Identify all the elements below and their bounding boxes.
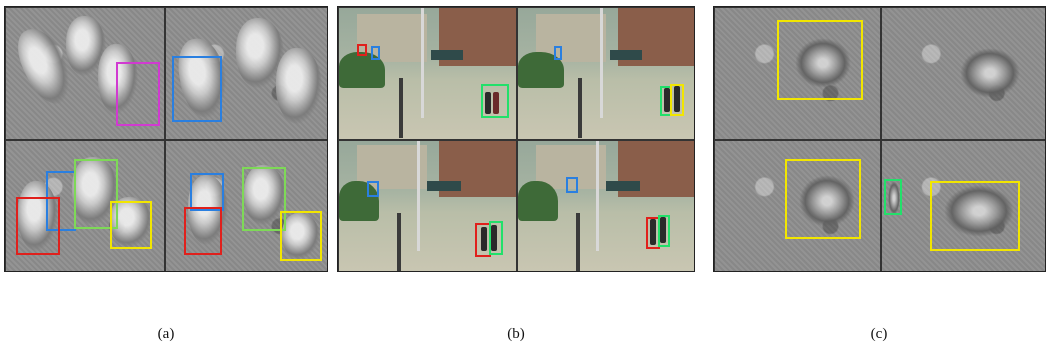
bbox-blue	[566, 177, 578, 193]
lamp-post	[397, 213, 401, 271]
bbox-yellow	[110, 201, 152, 249]
building	[536, 145, 606, 189]
bbox-blue	[554, 46, 562, 60]
awning	[606, 181, 640, 191]
panel-b-frame-4	[517, 140, 694, 271]
cell	[244, 165, 286, 225]
caption-c: (c)	[870, 326, 888, 342]
panel-c-frame-4	[881, 140, 1045, 271]
lamp-post	[399, 78, 403, 138]
cell	[799, 175, 855, 227]
pole	[421, 8, 424, 118]
pedestrian	[481, 227, 487, 251]
panel-c	[713, 6, 1046, 272]
bbox-green	[74, 159, 118, 229]
awning	[427, 181, 461, 191]
panel-c-frame-2	[881, 7, 1045, 140]
lamp-post	[578, 78, 582, 138]
caption-a: (a)	[157, 326, 175, 342]
bbox-yellow	[280, 211, 322, 261]
panel-c-frame-3	[714, 140, 881, 271]
bbox-blue	[371, 46, 380, 60]
panel-a-frame-2	[165, 7, 327, 140]
pedestrian	[664, 88, 670, 112]
caption-b: (b)	[507, 326, 525, 342]
cell	[795, 38, 851, 88]
pedestrian	[485, 92, 491, 114]
bbox-yellow	[930, 181, 1020, 251]
cell	[276, 48, 322, 124]
bbox-red	[184, 207, 222, 255]
cell	[960, 48, 1020, 98]
pedestrian	[674, 86, 680, 112]
awning	[610, 50, 642, 60]
bbox-red	[357, 44, 367, 56]
lamp-post	[576, 213, 580, 271]
bbox-blue	[172, 56, 222, 122]
panel-b-frame-3	[338, 140, 517, 271]
cell	[944, 185, 1014, 237]
bbox-green	[481, 84, 509, 118]
bbox-blue	[367, 181, 379, 197]
cell	[282, 213, 320, 259]
panel-a	[4, 6, 328, 272]
bbox-green	[489, 221, 503, 255]
panel-a-frame-1	[5, 7, 165, 140]
panel-b	[337, 6, 695, 272]
bbox-blue	[190, 173, 224, 211]
bbox-magenta	[116, 62, 160, 126]
pole	[596, 141, 599, 251]
bbox-red	[16, 197, 60, 255]
cell	[98, 44, 138, 114]
awning	[431, 50, 463, 60]
panel-a-frame-3	[5, 140, 165, 271]
pole	[600, 8, 603, 118]
pole	[417, 141, 420, 251]
cell	[18, 181, 58, 251]
bbox-yellow	[785, 159, 861, 239]
bbox-yellow	[777, 20, 863, 100]
pedestrian	[493, 92, 499, 114]
pedestrian	[660, 217, 666, 243]
bbox-green	[242, 167, 286, 231]
bbox-green	[658, 215, 670, 247]
trees	[518, 181, 558, 221]
pedestrian	[650, 219, 656, 245]
panel-c-frame-1	[714, 7, 881, 140]
cell	[888, 181, 900, 215]
panel-b-frame-2	[517, 7, 694, 140]
bbox-yellow	[670, 84, 684, 116]
bbox-green	[884, 179, 902, 215]
pedestrian	[491, 225, 497, 251]
panel-b-frame-1	[338, 7, 517, 140]
panel-a-frame-4	[165, 140, 327, 271]
trees	[339, 181, 379, 221]
